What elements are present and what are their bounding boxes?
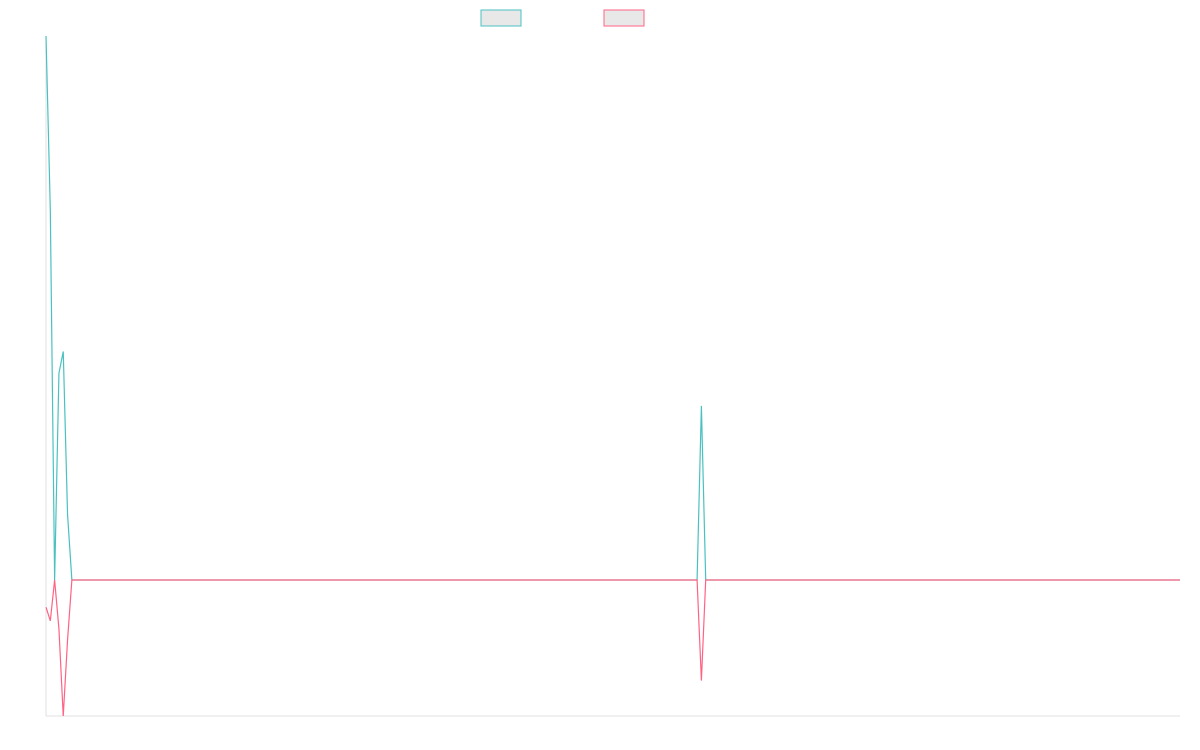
line-series	[45, 579, 1180, 717]
line-series	[45, 35, 1180, 581]
legend-swatch[interactable]	[480, 9, 522, 27]
legend-swatch[interactable]	[603, 9, 645, 27]
